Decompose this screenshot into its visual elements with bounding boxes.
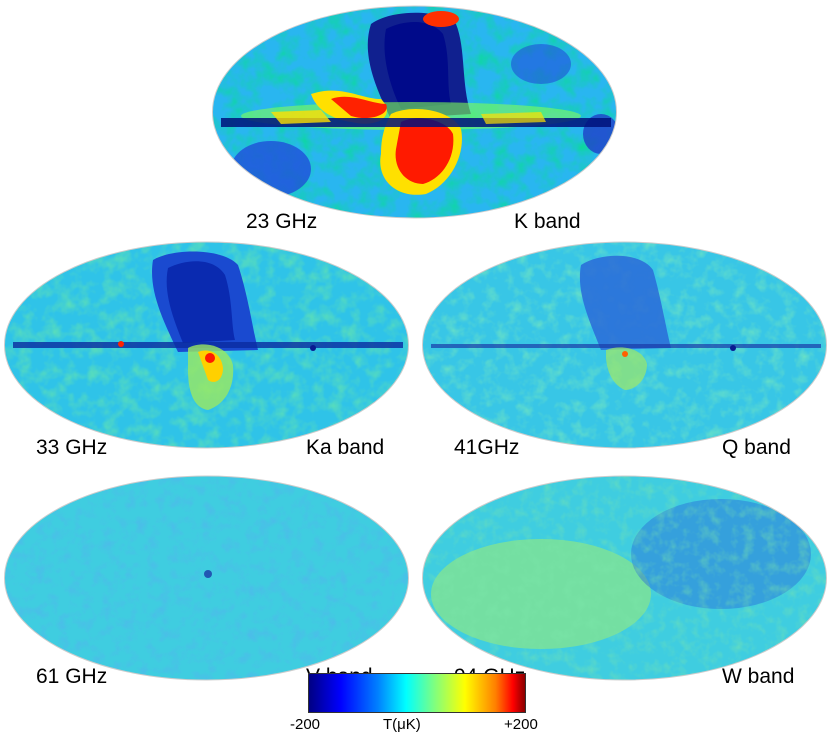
map-q-freq-label: 41GHz <box>454 436 520 459</box>
map-ka-freq-label: 33 GHz <box>36 436 108 459</box>
sky-map-ka-band <box>3 240 410 450</box>
map-k-band-label: K band <box>514 210 581 233</box>
map-ka-band-label: Ka band <box>306 436 385 459</box>
sky-map-q-band-image <box>422 241 827 449</box>
sky-map-k-band-image <box>212 5 617 219</box>
colorbar-max-label: +200 <box>504 716 538 733</box>
sky-map-ka-band-image <box>4 241 409 449</box>
colorbar-gradient <box>308 673 526 713</box>
sky-map-k-band <box>211 4 618 220</box>
temperature-colorbar <box>308 673 526 713</box>
map-v-freq-label: 61 GHz <box>36 665 108 688</box>
sky-map-w-band <box>421 474 828 682</box>
map-w-band-label: W band <box>722 665 795 688</box>
sky-map-v-band <box>3 474 410 682</box>
sky-map-w-band-image <box>422 475 827 681</box>
sky-map-q-band <box>421 240 828 450</box>
sky-map-v-band-image <box>4 475 409 681</box>
map-k-freq-label: 23 GHz <box>246 210 318 233</box>
map-q-band-label: Q band <box>722 436 791 459</box>
colorbar-min-label: -200 <box>290 716 321 733</box>
colorbar-unit-label: T(μK) <box>383 716 421 733</box>
